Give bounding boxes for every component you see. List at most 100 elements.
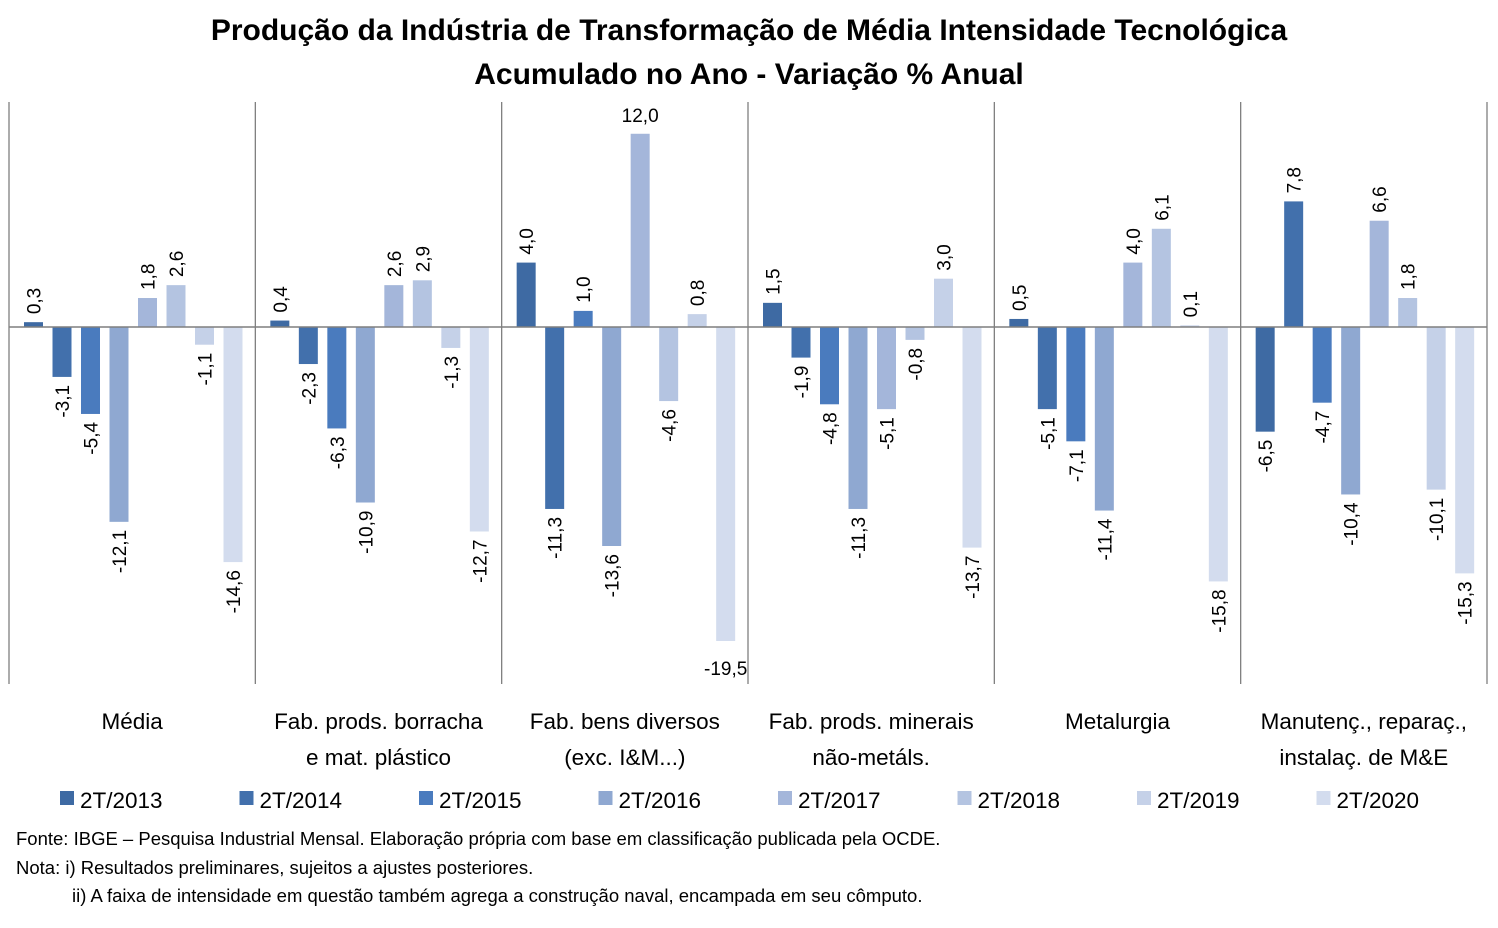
data-label: -1,3: [442, 356, 463, 389]
bar-2T-2018-cat4: [905, 327, 925, 340]
bar-2T-2015-cat6: [1312, 327, 1332, 403]
category-label: Fab. prods. minerais: [769, 709, 974, 734]
bar-2T-2017-cat5: [1123, 262, 1143, 327]
data-label: 6,6: [1370, 186, 1391, 212]
bar-2T-2013-cat2: [270, 320, 290, 327]
legend-swatch: [1316, 791, 1331, 805]
data-label: -19,5: [704, 659, 747, 680]
data-label: -10,4: [1342, 502, 1363, 546]
data-label: 12,0: [622, 106, 659, 127]
bar-2T-2018-cat3: [659, 327, 679, 402]
bar-2T-2020-cat4: [962, 327, 982, 548]
bar-2T-2019-cat5: [1180, 325, 1200, 327]
legend-label: 2T/2017: [798, 788, 881, 813]
data-label: -6,5: [1256, 440, 1277, 473]
legend-label: 2T/2016: [619, 788, 702, 813]
note-2: ii) A faixa de intensidade em questão ta…: [72, 885, 923, 906]
data-label: 4,0: [517, 228, 538, 254]
data-label: -10,1: [1427, 498, 1448, 541]
legend-label: 2T/2020: [1337, 788, 1420, 813]
bar-2T-2020-cat6: [1455, 327, 1475, 574]
data-label: -0,8: [906, 348, 927, 381]
legend-swatch: [1137, 791, 1151, 805]
data-label: 1,8: [139, 264, 160, 290]
bar-2T-2016-cat1: [109, 327, 129, 522]
bar-chart: 0,3 0,4 4,0 1,5 0,5 -6,5 -3,1 -2,3 -11,3 -1,9 -5,1…: [8, 102, 1488, 813]
legend-swatch: [419, 791, 433, 805]
bar-2T-2017-cat2: [384, 285, 404, 327]
legend-swatch: [60, 791, 74, 805]
bar-2T-2014-cat6: [1284, 201, 1304, 327]
chart-subtitle: Acumulado no Ano - Variação % Anual: [474, 58, 1024, 91]
bar-2T-2013-cat5: [1009, 318, 1029, 327]
chart-title: Produção da Indústria de Transformação d…: [210, 14, 1288, 47]
data-label: -10,9: [356, 511, 377, 554]
data-label: 1,0: [574, 276, 595, 302]
data-label: 7,8: [1285, 167, 1306, 193]
category-label: Manutenç., reparaç.,: [1261, 709, 1467, 734]
bar-2T-2015-cat1: [81, 327, 100, 414]
data-label: -7,1: [1067, 449, 1088, 482]
data-label: 0,8: [688, 280, 709, 306]
legend-swatch: [957, 791, 972, 805]
legend-swatch: [239, 791, 254, 805]
category-label: não-metáls.: [812, 745, 930, 770]
data-label: 0,4: [271, 286, 292, 313]
bar-2T-2016-cat6: [1341, 327, 1361, 495]
data-label: -5,1: [878, 417, 899, 450]
bar-2T-2015-cat5: [1066, 327, 1086, 442]
bar-2T-2015-cat4: [820, 327, 839, 405]
source-note: Fonte: IBGE – Pesquisa Industrial Mensal…: [16, 828, 941, 849]
bar-2T-2016-cat2: [355, 327, 375, 503]
bar-2T-2014-cat3: [545, 327, 565, 509]
bar-2T-2018-cat6: [1398, 298, 1418, 327]
data-label: -4,8: [821, 412, 842, 445]
bar-2T-2018-cat5: [1151, 228, 1171, 327]
data-label: -14,6: [224, 570, 245, 613]
bar-2T-2016-cat4: [848, 327, 868, 509]
bar-2T-2013-cat4: [763, 302, 782, 327]
data-label: 6,1: [1152, 194, 1173, 220]
legend-label: 2T/2019: [1157, 788, 1240, 813]
data-label: 1,8: [1399, 264, 1420, 290]
bar-2T-2017-cat1: [138, 298, 157, 327]
category-label: Média: [102, 709, 164, 734]
bar-2T-2013-cat6: [1255, 327, 1275, 432]
data-label: 0,5: [1010, 285, 1031, 311]
data-label: -4,6: [660, 409, 681, 442]
bar-2T-2017-cat4: [877, 327, 896, 410]
data-label: -4,7: [1313, 411, 1334, 444]
bar-2T-2013-cat1: [24, 322, 43, 327]
data-label: -12,1: [110, 530, 131, 573]
data-label: -6,3: [328, 436, 349, 469]
bar-2T-2020-cat3: [716, 327, 736, 641]
data-label: -5,1: [1038, 417, 1059, 450]
data-label: -1,9: [792, 366, 813, 399]
data-label: -15,3: [1456, 581, 1477, 624]
category-label: Fab. prods. borracha: [274, 709, 483, 734]
bar-2T-2018-cat2: [412, 280, 432, 327]
bar-2T-2016-cat3: [602, 327, 622, 546]
bar-2T-2020-cat5: [1208, 327, 1228, 582]
data-label: -2,3: [299, 372, 320, 405]
legend-label: 2T/2018: [978, 788, 1061, 813]
data-label: 2,6: [167, 251, 188, 277]
bar-2T-2014-cat1: [52, 327, 72, 377]
legend-label: 2T/2015: [439, 788, 522, 813]
data-label: -13,6: [603, 554, 624, 597]
data-label: 1,5: [764, 268, 785, 294]
legend-swatch: [778, 791, 792, 805]
data-label: -15,8: [1209, 589, 1230, 632]
data-label: 0,3: [25, 288, 46, 314]
note-1: Nota: i) Resultados preliminares, sujeit…: [16, 857, 534, 878]
data-label: -3,1: [53, 385, 74, 418]
data-label: 3,0: [935, 244, 956, 270]
bar-2T-2019-cat3: [687, 314, 707, 327]
data-label: 2,9: [413, 246, 434, 272]
bar-2T-2015-cat3: [573, 310, 593, 327]
category-label: Metalurgia: [1065, 709, 1171, 734]
data-label: 0,1: [1181, 291, 1202, 317]
data-label: -1,1: [196, 353, 217, 386]
data-label: 4,0: [1124, 228, 1145, 254]
legend-swatch: [598, 791, 613, 805]
